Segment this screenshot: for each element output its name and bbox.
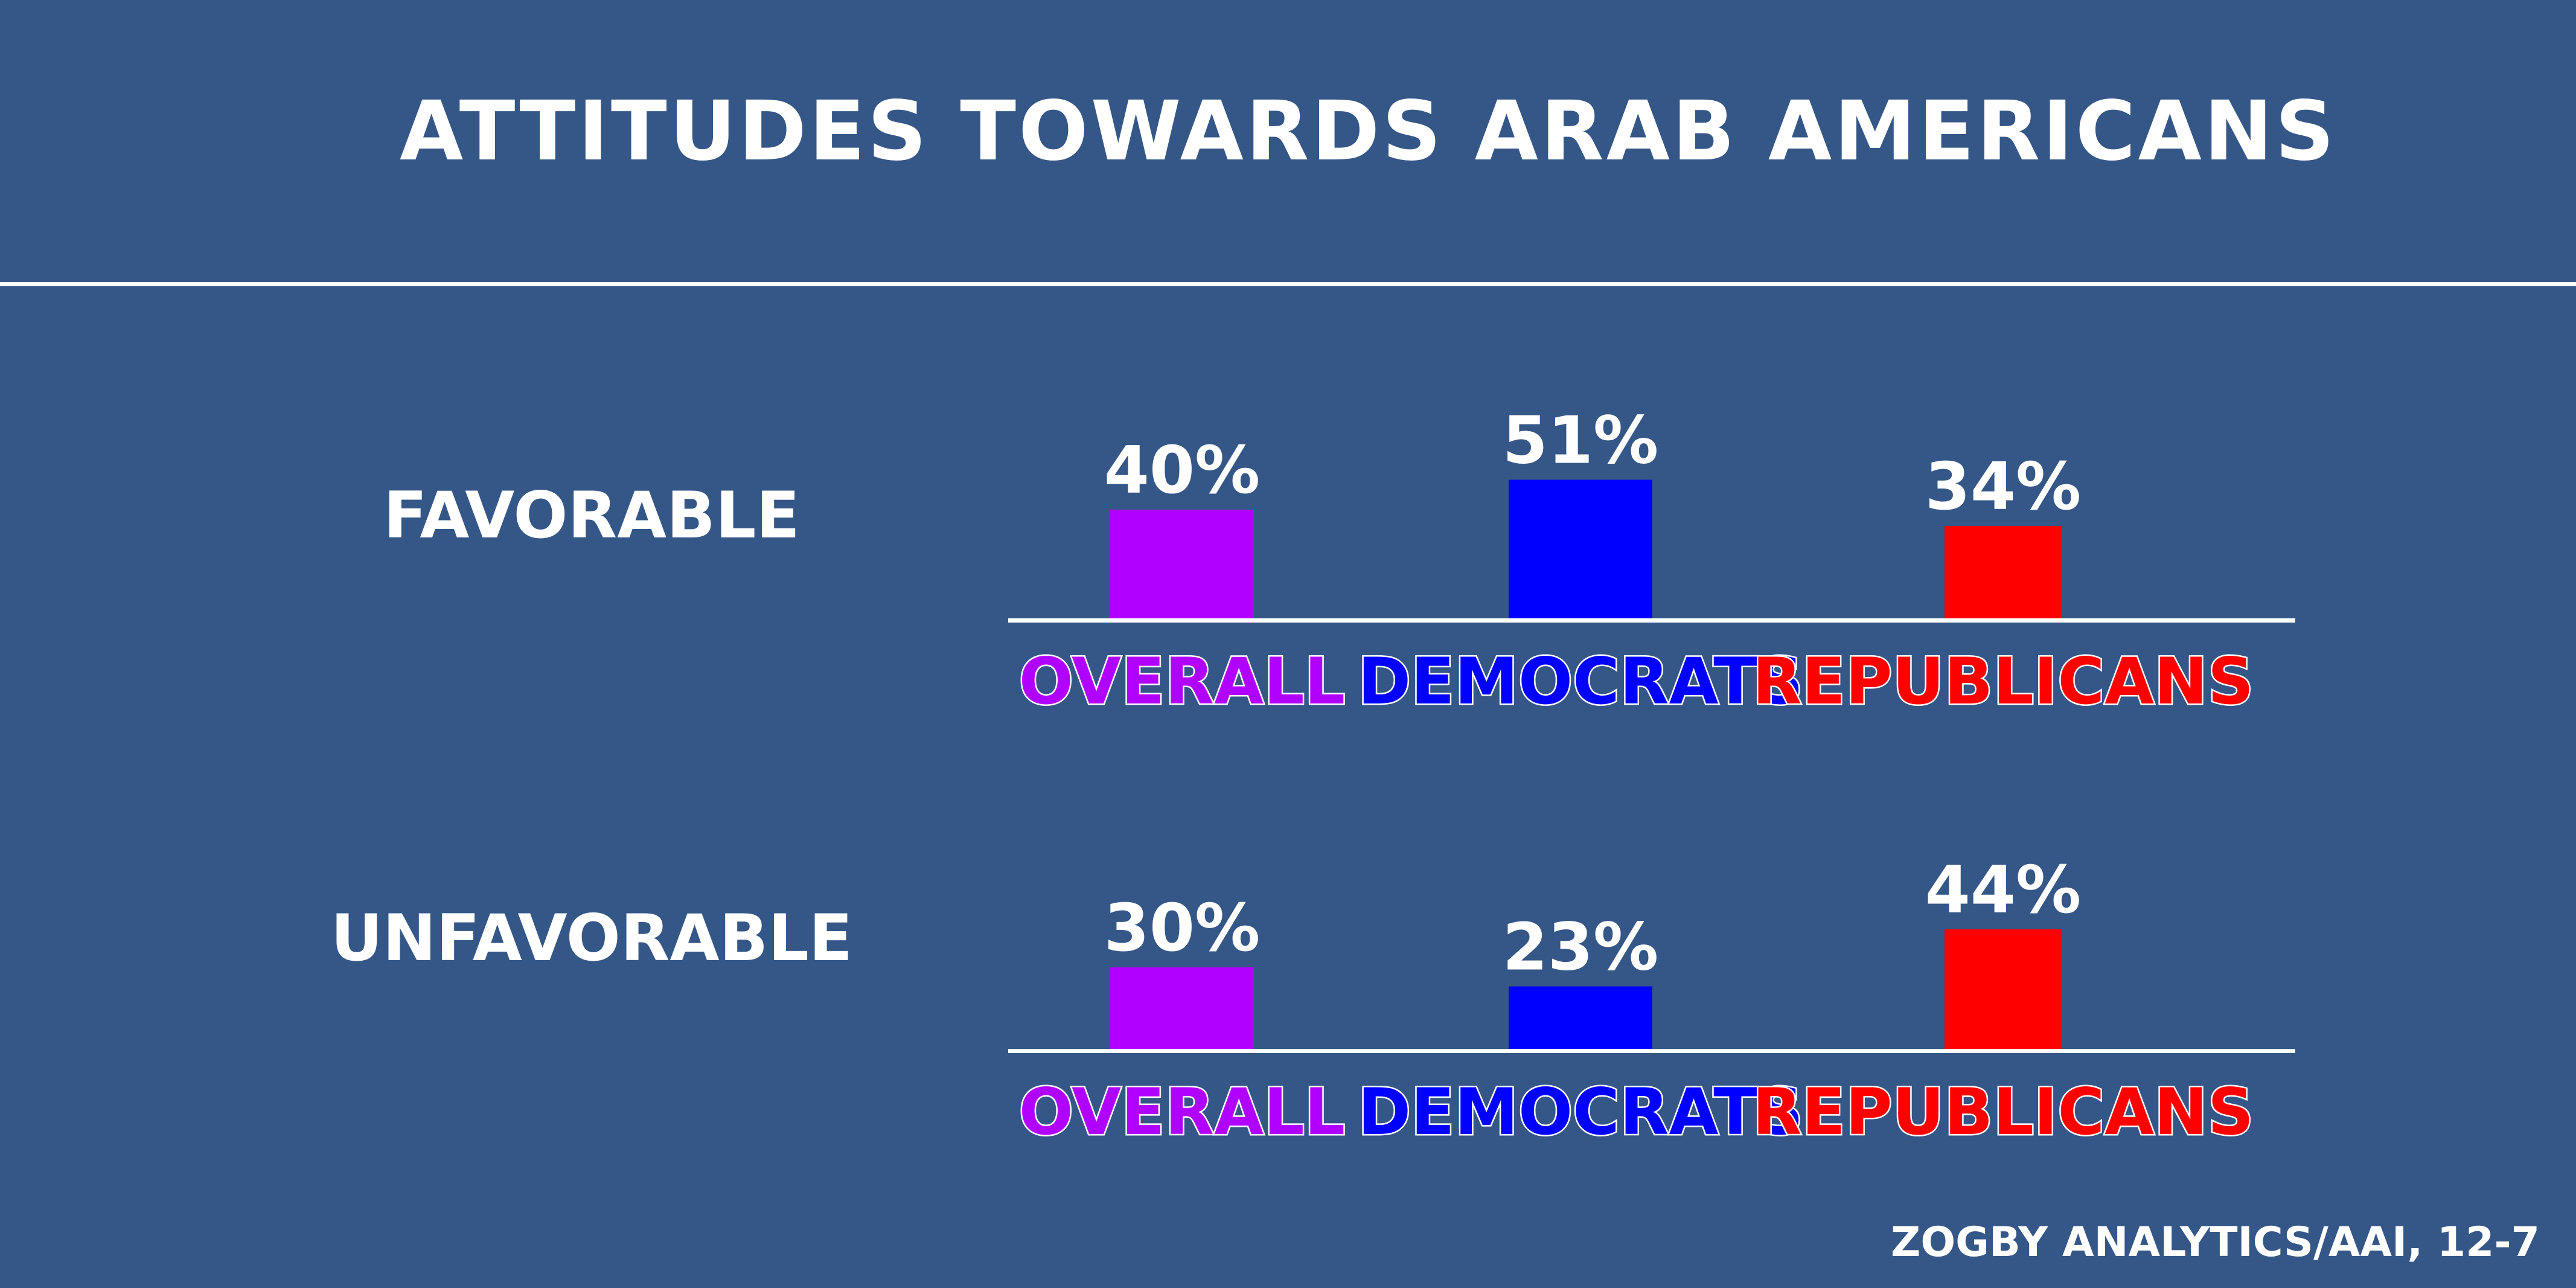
favorable-bar-republicans bbox=[1945, 526, 2062, 618]
title-divider bbox=[0, 282, 2576, 286]
favorable-value-label-overall: 40% bbox=[1104, 433, 1261, 508]
unfavorable-axis-line bbox=[1008, 1049, 2295, 1053]
favorable-value-label-democrats: 51% bbox=[1503, 403, 1659, 479]
unfavorable-category-label-overall: OVERALL bbox=[1019, 1075, 1345, 1149]
favorable-bar-democrats bbox=[1509, 479, 1652, 618]
favorable-category-label-republicans: REPUBLICANS bbox=[1753, 644, 2254, 719]
favorable-axis-line bbox=[1008, 618, 2295, 623]
unfavorable-value-label-overall: 30% bbox=[1104, 891, 1261, 966]
chart-title: ATTITUDES TOWARDS ARAB AMERICANS bbox=[400, 84, 2337, 179]
source-note: ZOGBY ANALYTICS/AAI, 12-7 bbox=[1891, 1219, 2540, 1266]
favorable-category-label-democrats: DEMOCRATS bbox=[1358, 644, 1803, 719]
unfavorable-value-label-republicans: 44% bbox=[1925, 853, 2082, 928]
unfavorable-bar-republicans bbox=[1945, 929, 2062, 1049]
unfavorable-category-label-republicans: REPUBLICANS bbox=[1753, 1075, 2254, 1149]
unfavorable-bar-overall bbox=[1110, 967, 1254, 1049]
unfavorable-category-label-democrats: DEMOCRATS bbox=[1358, 1075, 1803, 1149]
favorable-bar-overall bbox=[1110, 510, 1254, 618]
favorable-row-label: FAVORABLE bbox=[383, 478, 800, 553]
favorable-value-label-republicans: 34% bbox=[1925, 449, 2082, 525]
unfavorable-bar-democrats bbox=[1509, 986, 1652, 1049]
favorable-category-label-overall: OVERALL bbox=[1019, 644, 1345, 719]
unfavorable-value-label-democrats: 23% bbox=[1503, 910, 1659, 985]
unfavorable-row-label: UNFAVORABLE bbox=[331, 901, 853, 975]
